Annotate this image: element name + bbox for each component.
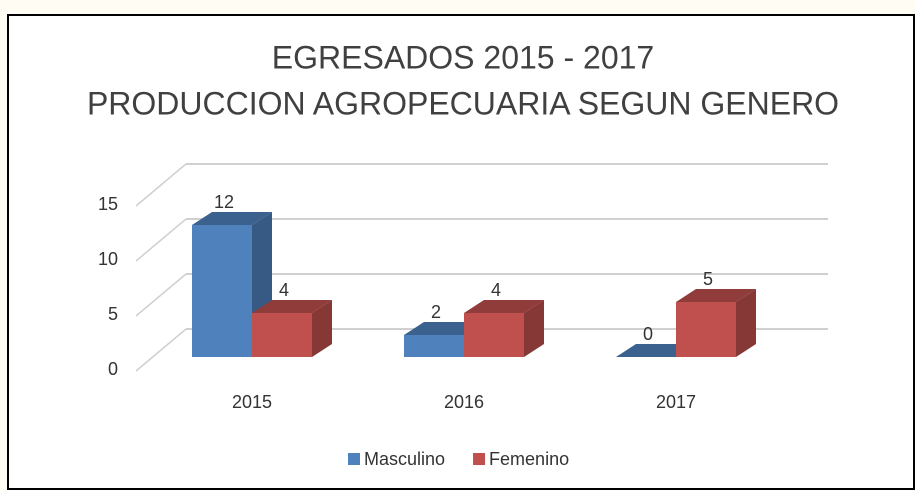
- data-label: 0: [643, 324, 653, 344]
- data-label: 4: [491, 280, 501, 300]
- grid-line-depth: [135, 328, 187, 372]
- bar-top: [192, 212, 272, 225]
- bar-top: [252, 300, 332, 313]
- grid-line-depth: [135, 218, 187, 262]
- x-tick-label: 2017: [656, 392, 696, 412]
- x-tick-label: 2016: [444, 392, 484, 412]
- data-label: 2: [431, 302, 441, 322]
- y-tick-label: 5: [108, 304, 118, 324]
- bar-side: [312, 300, 332, 357]
- legend-label: Femenino: [489, 449, 569, 469]
- bar: [676, 302, 736, 357]
- grid-line-depth: [135, 273, 187, 317]
- bar: [192, 225, 252, 357]
- y-tick-label: 0: [108, 359, 118, 379]
- bar-top: [676, 289, 756, 302]
- data-label: 4: [279, 280, 289, 300]
- y-tick-label: 15: [98, 194, 118, 214]
- data-label: 12: [214, 192, 234, 212]
- chart-frame: [7, 14, 915, 490]
- bar: [252, 313, 312, 357]
- grid-line-depth: [135, 163, 187, 207]
- y-tick-label: 10: [98, 249, 118, 269]
- legend-swatch: [348, 453, 360, 465]
- bar-side: [524, 300, 544, 357]
- data-label: 5: [703, 269, 713, 289]
- x-tick-label: 2015: [232, 392, 272, 412]
- bar: [404, 335, 464, 357]
- chart-subtitle: PRODUCCION AGROPECUARIA SEGUN GENERO: [87, 85, 839, 121]
- bar-side: [736, 289, 756, 357]
- legend-swatch: [473, 453, 486, 465]
- legend-label: Masculino: [364, 449, 445, 469]
- bar: [464, 313, 524, 357]
- chart-title: EGRESADOS 2015 - 2017: [272, 39, 654, 75]
- bar-top: [464, 300, 544, 313]
